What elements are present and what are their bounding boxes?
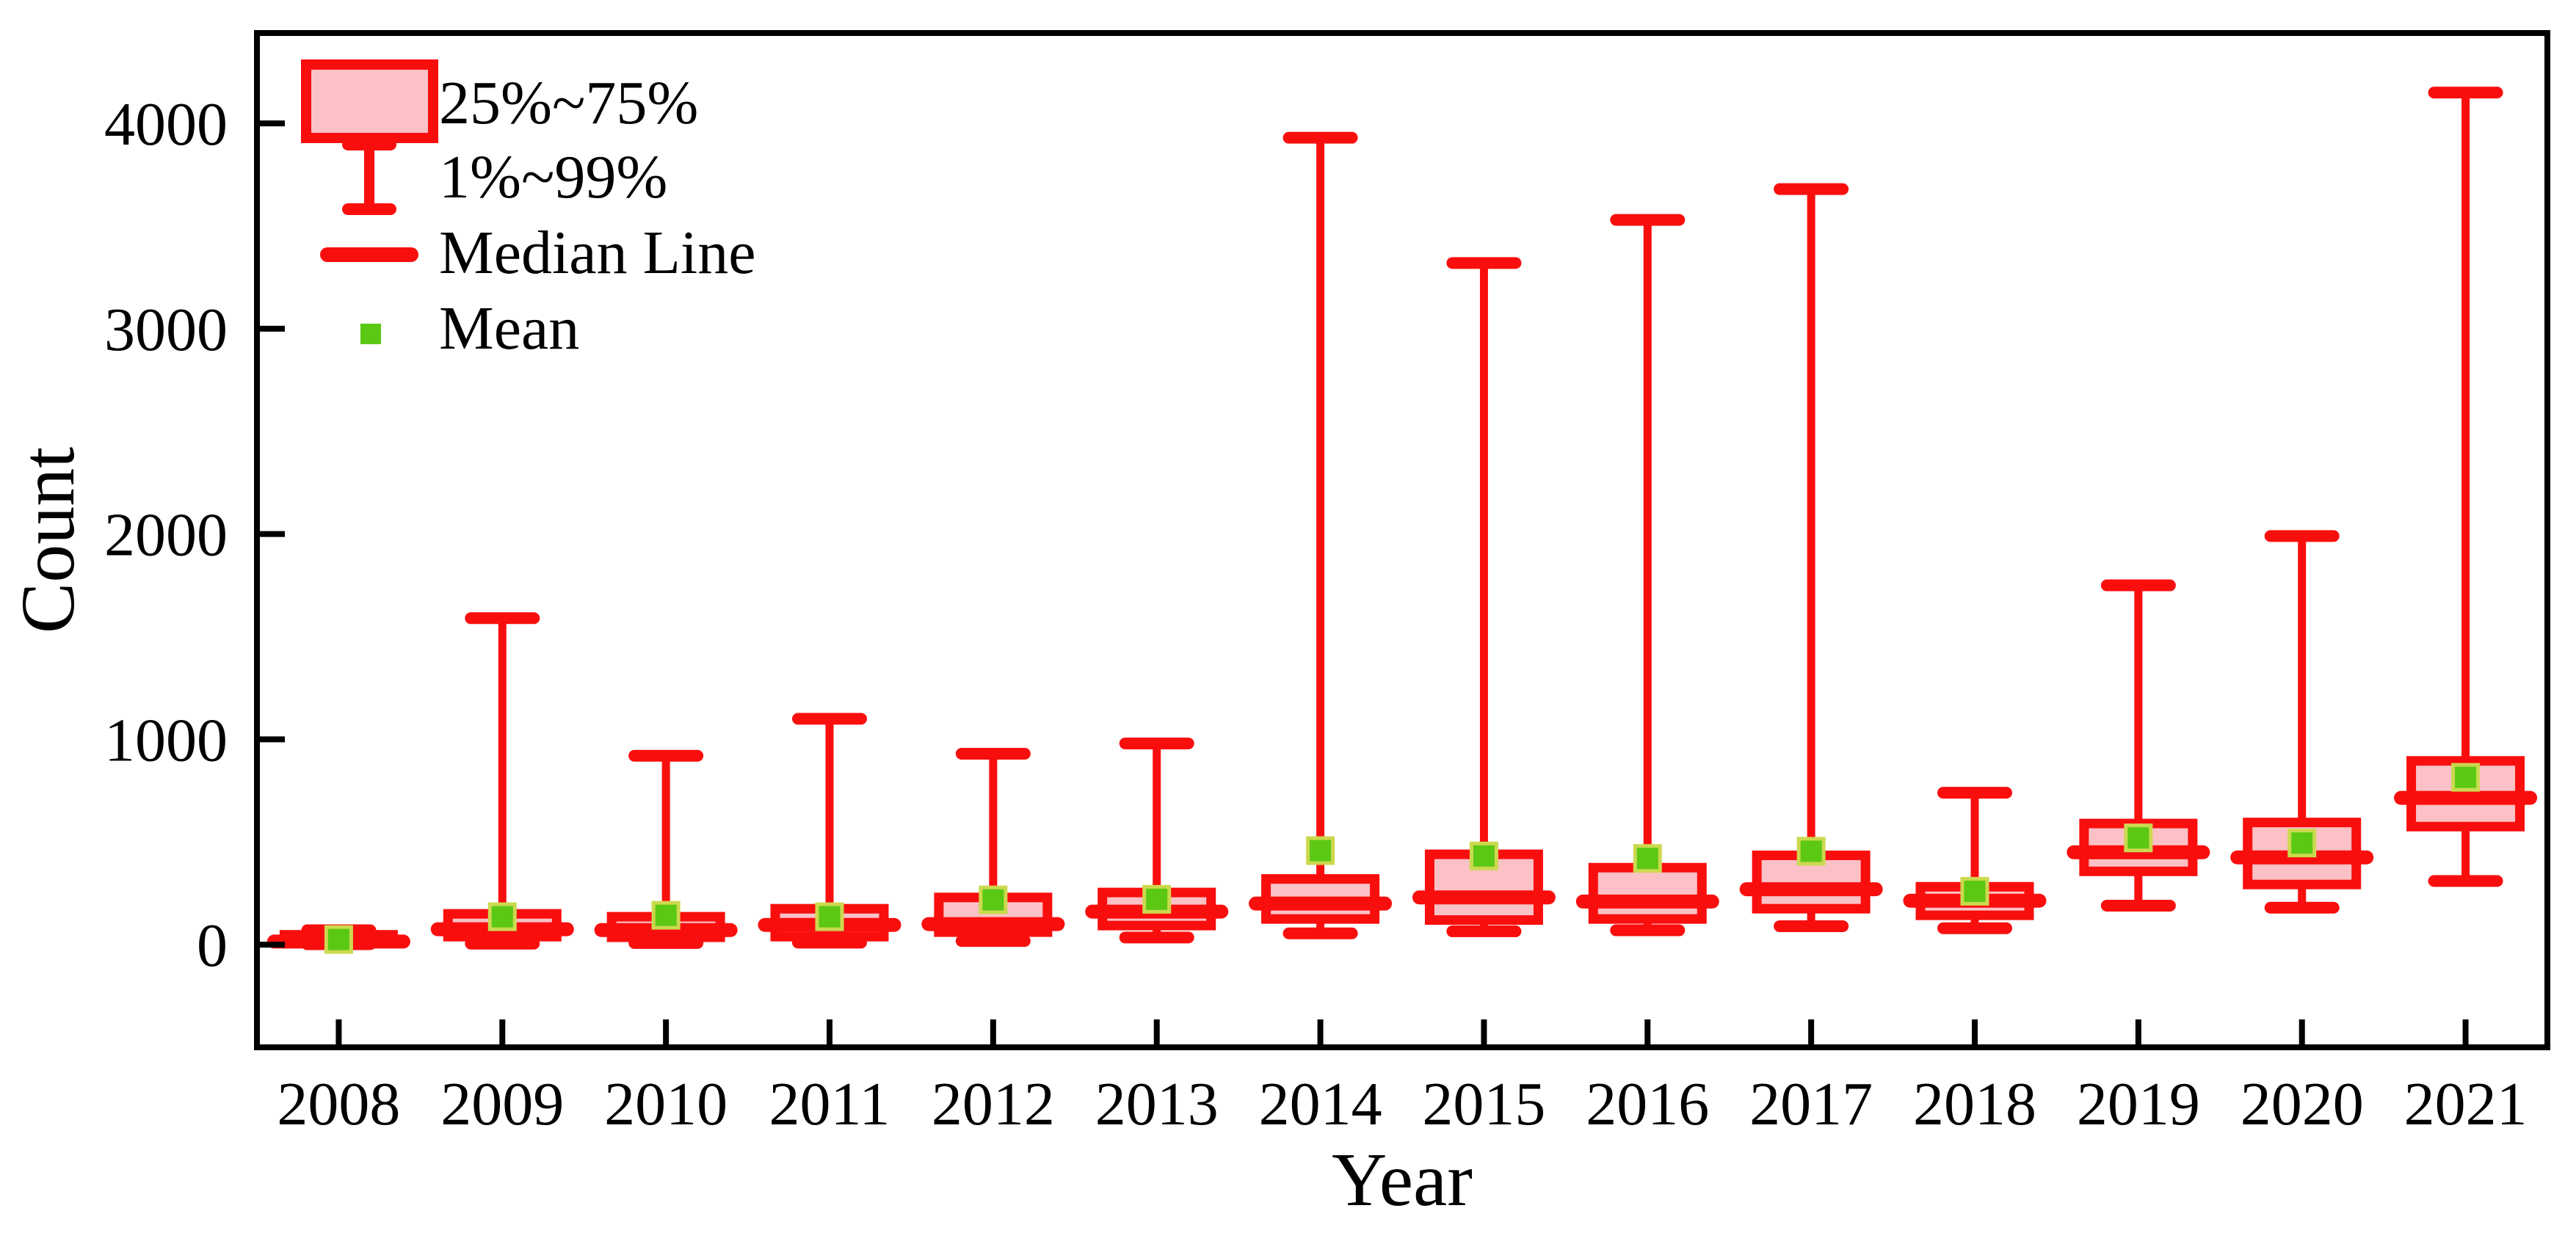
- mean-marker: [487, 902, 517, 931]
- x-tick-label: 2011: [769, 1070, 890, 1138]
- x-tick-label: 2014: [1259, 1070, 1382, 1138]
- x-tick-label: 2021: [2404, 1070, 2528, 1138]
- x-tick-label: 2009: [440, 1070, 564, 1138]
- mean-marker: [979, 885, 1008, 914]
- legend-row-whisker-icon: 1%~99%: [342, 139, 667, 215]
- y-tick-label: 1000: [104, 706, 228, 774]
- mean-marker: [815, 902, 844, 931]
- box-group-2011: [758, 713, 901, 949]
- mean-marker: [1796, 837, 1826, 866]
- mean-marker: [2451, 763, 2481, 792]
- legend-label: 25%~75%: [439, 69, 698, 137]
- x-tick-label: 2020: [2241, 1070, 2364, 1138]
- mean-square-icon: [360, 324, 381, 344]
- legend-label: Median Line: [439, 219, 756, 287]
- x-tick-label: 2017: [1749, 1070, 1873, 1138]
- box-series: [266, 87, 2538, 954]
- box-group-2020: [2230, 530, 2374, 914]
- box-group-2015: [1412, 257, 1556, 937]
- box-group-2014: [1249, 131, 1393, 939]
- mean-marker: [324, 925, 353, 954]
- box-group-2008: [266, 924, 410, 954]
- y-tick-label: 4000: [104, 90, 228, 159]
- box-group-2009: [430, 612, 574, 950]
- legend-label: Mean: [439, 294, 579, 363]
- y-tick-label: 3000: [104, 296, 228, 364]
- x-axis-ticks: 2008 2009 2010 2011 2012 2013 2014 2015 2016 2017…: [277, 1019, 2528, 1138]
- mean-marker: [1960, 876, 1989, 906]
- x-axis-title: Year: [1332, 1138, 1473, 1222]
- box-group-2021: [2394, 87, 2538, 887]
- box-group-2018: [1903, 787, 2047, 934]
- legend-row-box-icon: 25%~75%: [301, 59, 698, 143]
- x-tick-label: 2018: [1913, 1070, 2036, 1138]
- box-group-2013: [1085, 737, 1229, 944]
- legend: 25%~75%1%~99% Median Line Mean: [301, 59, 756, 363]
- box-group-2010: [594, 749, 738, 949]
- x-tick-label: 2016: [1586, 1070, 1709, 1138]
- mean-marker: [1633, 844, 1662, 873]
- box-group-2016: [1575, 214, 1719, 936]
- y-axis-title: Count: [6, 447, 90, 633]
- y-axis-ticks: 0 1000 2000 3000 4000: [104, 90, 285, 980]
- box-group-2019: [2067, 579, 2210, 912]
- plot-frame: [254, 30, 2550, 1050]
- iqr-box: [1588, 862, 1707, 924]
- mean-marker: [1142, 884, 1172, 914]
- box-icon: [301, 59, 438, 143]
- legend-row-mean-square-icon: Mean: [360, 294, 579, 363]
- box-group-2012: [921, 747, 1065, 948]
- mean-marker: [651, 901, 681, 930]
- legend-row-median-line-icon: Median Line: [320, 219, 756, 287]
- legend-label: 1%~99%: [439, 143, 667, 211]
- y-tick-label: 2000: [104, 501, 228, 570]
- y-tick-label: 0: [197, 912, 228, 980]
- x-tick-label: 2019: [2077, 1070, 2200, 1138]
- x-tick-label: 2008: [277, 1070, 400, 1138]
- mean-marker: [2287, 829, 2317, 858]
- box-group-2017: [1739, 183, 1883, 932]
- mean-marker: [2124, 823, 2153, 853]
- x-tick-label: 2012: [932, 1070, 1055, 1138]
- mean-marker: [1469, 841, 1498, 870]
- x-tick-label: 2013: [1095, 1070, 1219, 1138]
- mean-marker: [1306, 836, 1335, 865]
- x-tick-label: 2015: [1422, 1070, 1545, 1138]
- x-tick-label: 2010: [604, 1070, 728, 1138]
